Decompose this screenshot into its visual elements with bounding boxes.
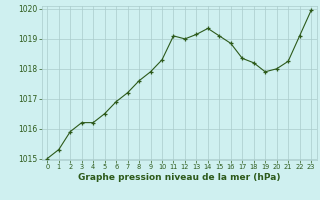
X-axis label: Graphe pression niveau de la mer (hPa): Graphe pression niveau de la mer (hPa) [78,173,280,182]
